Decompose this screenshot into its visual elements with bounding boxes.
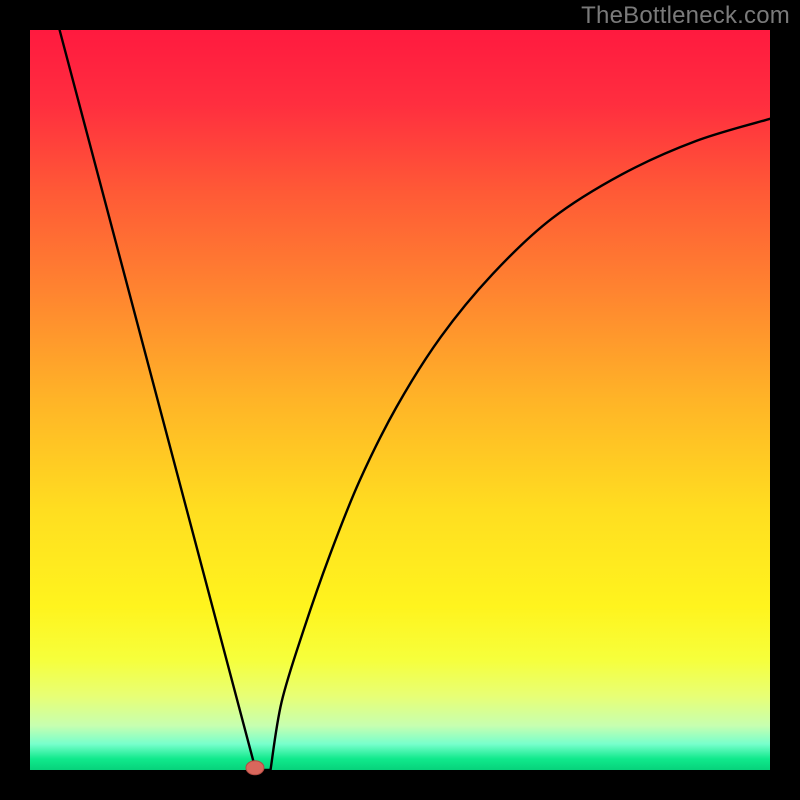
bottleneck-chart (0, 0, 800, 800)
watermark-text: TheBottleneck.com (581, 2, 790, 30)
optimal-point-marker (246, 761, 264, 775)
chart-stage: TheBottleneck.com (0, 0, 800, 800)
